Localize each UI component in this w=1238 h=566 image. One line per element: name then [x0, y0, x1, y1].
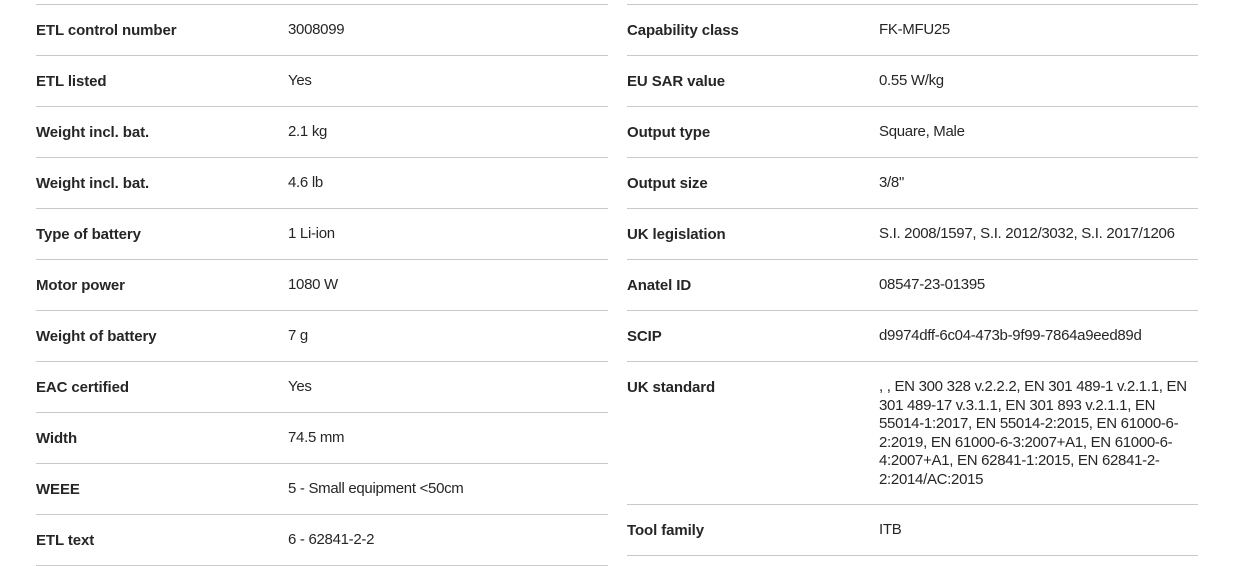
spec-label: Width: [36, 430, 78, 447]
spec-row: WEEE 5 - Small equipment <50cm: [36, 464, 608, 515]
spec-label: Output size: [627, 175, 708, 192]
spec-table-right: Capability class FK-MFU25 EU SAR value 0.55…: [627, 4, 1198, 566]
spec-row: Weight incl. bat. 2.1 kg: [36, 107, 608, 158]
spec-label: Capability class: [627, 22, 739, 39]
spec-label: Output type: [627, 124, 711, 141]
spec-row: Weight incl. bat. 4.6 lb: [36, 158, 608, 209]
spec-row: Anatel ID 08547-23-01395: [627, 260, 1198, 311]
spec-row: Capability class FK-MFU25: [627, 5, 1198, 56]
spec-value: 6 - 62841-2-2: [288, 531, 375, 548]
spec-value: 7 g: [288, 327, 308, 344]
spec-value: Square, Male: [879, 123, 965, 140]
spec-label: UK standard: [627, 379, 716, 396]
spec-value: 1 Li-ion: [288, 225, 335, 242]
spec-value: 74.5 mm: [288, 429, 345, 446]
spec-value: S.I. 2008/1597, S.I. 2012/3032, S.I. 201…: [879, 225, 1175, 242]
spec-label: ETL control number: [36, 22, 177, 39]
spec-value: 3/8": [879, 174, 904, 191]
spec-row: Motor power 1080 W: [36, 260, 608, 311]
spec-value: 08547-23-01395: [879, 276, 985, 293]
spec-table-left: ETL control number 3008099 ETL listed Yes We…: [36, 4, 608, 566]
spec-row: Tool family ITB: [627, 505, 1198, 556]
spec-row: Weight of battery 7 g: [36, 311, 608, 362]
spec-label: ETL listed: [36, 73, 107, 90]
spec-value: 0.55 W/kg: [879, 72, 944, 89]
spec-row: Type of battery 1 Li-ion: [36, 209, 608, 260]
spec-value: 2.1 kg: [288, 123, 328, 140]
spec-row: Output size 3/8": [627, 158, 1198, 209]
spec-label: EU SAR value: [627, 73, 725, 90]
spec-row: Width 74.5 mm: [36, 413, 608, 464]
spec-label: UK legislation: [627, 226, 726, 243]
spec-label: Anatel ID: [627, 277, 692, 294]
spec-label: Weight incl. bat.: [36, 175, 150, 192]
spec-value: 3008099: [288, 21, 345, 38]
spec-label: Tool family: [627, 522, 704, 539]
spec-row: Output type Square, Male: [627, 107, 1198, 158]
spec-value: Yes: [288, 378, 312, 395]
spec-label: Type of battery: [36, 226, 141, 243]
spec-value: FK-MFU25: [879, 21, 950, 38]
spec-row: UK legislation S.I. 2008/1597, S.I. 2012/…: [627, 209, 1198, 260]
spec-label: SCIP: [627, 328, 662, 345]
spec-row: UK standard , , EN 300 328 v.2.2.2, EN 30…: [627, 362, 1198, 505]
spec-label: Weight of battery: [36, 328, 157, 345]
spec-row: ETL text 6 - 62841-2-2: [36, 515, 608, 566]
spec-value: 1080 W: [288, 276, 338, 293]
spec-label: ETL text: [36, 532, 95, 549]
spec-value: 4.6 lb: [288, 174, 323, 191]
spec-value: Yes: [288, 72, 312, 89]
spec-label: Weight incl. bat.: [36, 124, 150, 141]
spec-label: WEEE: [36, 481, 80, 498]
spec-row: EAC certified Yes: [36, 362, 608, 413]
spec-label: EAC certified: [36, 379, 129, 396]
spec-row: ETL listed Yes: [36, 56, 608, 107]
spec-value: 5 - Small equipment <50cm: [288, 480, 464, 497]
spec-row: EU SAR value 0.55 W/kg: [627, 56, 1198, 107]
spec-value: d9974dff-6c04-473b-9f99-7864a9eed89d: [879, 327, 1142, 344]
spec-row: SCIP d9974dff-6c04-473b-9f99-7864a9eed89d: [627, 311, 1198, 362]
spec-value: , , EN 300 328 v.2.2.2, EN 301 489-1 v.2…: [879, 378, 1187, 488]
spec-row: ETL control number 3008099: [36, 5, 608, 56]
spec-label: Motor power: [36, 277, 125, 294]
spec-value: ITB: [879, 521, 902, 538]
